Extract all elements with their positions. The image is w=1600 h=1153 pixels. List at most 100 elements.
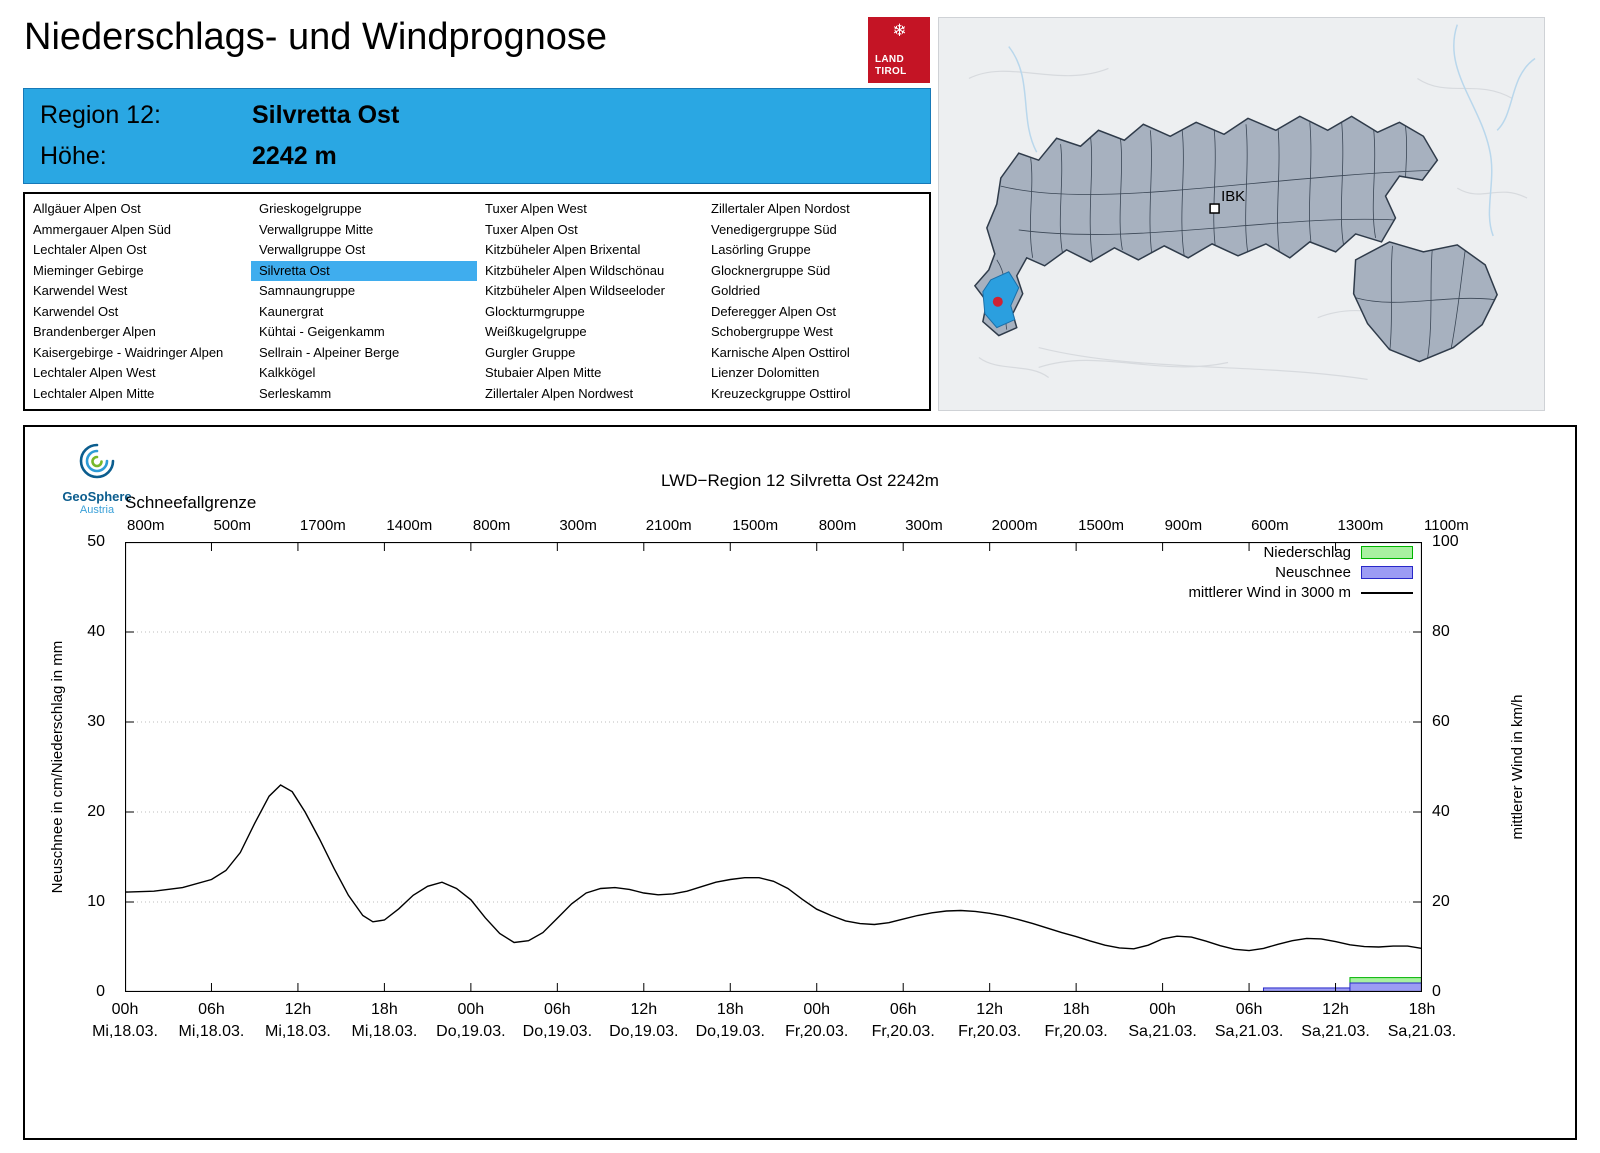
region-column: Tuxer Alpen West Tuxer Alpen Ost Kitzbühel… — [477, 199, 703, 404]
y-left-tick-label: 30 — [87, 713, 105, 730]
snowline-value: 1500m — [1078, 517, 1124, 534]
snowline-value: 500m — [213, 517, 251, 534]
region-item[interactable]: Zillertaler Alpen Nordwest — [485, 385, 634, 401]
y-left-labels: 0 10 20 30 40 50 — [25, 533, 115, 1000]
snowline-value: 800m — [127, 517, 165, 534]
logo-line-1: LAND — [875, 54, 904, 65]
chart-legend: Niederschlag Neuschnee mittlerer Wind in 3… — [1188, 544, 1413, 601]
region-item[interactable]: Kaunergrat — [259, 303, 324, 319]
region-item[interactable]: Allgäuer Alpen Ost — [33, 201, 141, 216]
region-item[interactable]: Brandenberger Alpen — [33, 324, 156, 340]
region-item[interactable]: Ammergauer Alpen Süd — [33, 221, 172, 237]
y-left-tick-label: 10 — [87, 893, 105, 910]
region-item[interactable]: Kaisergebirge - Waidringer Alpen — [33, 344, 224, 360]
y-right-tick-label: 100 — [1432, 533, 1459, 550]
x-tick-labels: 00h Mi,18.03. 06h Mi,18.03. 12h Mi,18.03. 18h M… — [92, 999, 1456, 1049]
region-item[interactable]: Kitzbüheler Alpen Wildschönau — [485, 262, 665, 278]
region-item[interactable]: Kitzbüheler Alpen Brixental — [485, 242, 641, 258]
region-item[interactable]: Karwendel Ost — [33, 303, 119, 319]
region-item[interactable]: Weißkugelgruppe — [485, 324, 587, 340]
river-lines — [1008, 24, 1536, 237]
region-item[interactable]: Serleskamm — [259, 385, 332, 401]
x-tick-label: 06h Fr,20.03. — [871, 1001, 935, 1040]
region-item[interactable]: Schobergruppe West — [711, 324, 833, 340]
location-marker — [992, 296, 1003, 307]
region-item[interactable]: Lechtaler Alpen West — [33, 365, 156, 381]
region-item[interactable]: Glocknergruppe Süd — [711, 262, 831, 278]
region-item[interactable]: Lechtaler Alpen Ost — [33, 242, 147, 258]
snowline-value: 800m — [818, 517, 857, 534]
land-tirol-logo-text: LAND TIROL — [875, 54, 924, 77]
region-item[interactable]: Deferegger Alpen Ost — [711, 303, 837, 319]
north-tirol-region — [973, 115, 1439, 337]
plot-svg — [125, 542, 1422, 992]
land-tirol-logo: ❄ LAND TIROL — [868, 17, 930, 83]
region-item[interactable]: Venedigergruppe Süd — [711, 221, 837, 237]
y-left-tick-label: 40 — [87, 623, 105, 640]
x-tick-label: 18h Do,19.03. — [695, 1001, 765, 1040]
snowline-value: 1300m — [1337, 517, 1384, 534]
region-item[interactable]: Zillertaler Alpen Nordost — [711, 201, 850, 216]
region-item[interactable]: Verwallgruppe Ost — [259, 242, 366, 258]
legend-bar-swatch — [1361, 546, 1413, 559]
x-tick-label: 06h Sa,21.03. — [1214, 1001, 1284, 1040]
region-item[interactable]: Gurgler Gruppe — [485, 344, 576, 360]
region-column: Grieskogelgruppe Verwallgruppe Mitte Verwa… — [251, 199, 477, 404]
altitude-value: 2242 m — [252, 142, 337, 170]
x-tick-label: 00h Fr,20.03. — [785, 1001, 849, 1040]
region-list: Allgäuer Alpen Ost Ammergauer Alpen Süd Le… — [23, 192, 931, 411]
y-right-tick-label: 40 — [1432, 803, 1450, 820]
x-tick-label: 06h Mi,18.03. — [178, 1001, 245, 1040]
snowline-value: 2100m — [645, 517, 692, 534]
region-item[interactable]: Karwendel West — [33, 283, 128, 299]
x-tick-label: 18h Mi,18.03. — [351, 1001, 418, 1040]
region-item[interactable]: Lechtaler Alpen Mitte — [33, 385, 155, 401]
region-item[interactable]: Tuxer Alpen Ost — [485, 221, 578, 237]
region-item[interactable]: Mieminger Gebirge — [33, 262, 144, 278]
plot-area — [125, 542, 1422, 992]
region-item[interactable]: Tuxer Alpen West — [485, 201, 587, 216]
snowline-value: 300m — [559, 517, 597, 534]
snowline-value: 800m — [472, 517, 511, 534]
region-item[interactable]: Kreuzeckgruppe Osttirol — [711, 385, 851, 401]
region-item[interactable]: Verwallgruppe Mitte — [259, 221, 374, 237]
region-item[interactable]: Lasörling Gruppe — [711, 242, 811, 258]
x-tick-label: 12h Sa,21.03. — [1301, 1001, 1370, 1040]
forecast-chart-panel: GeoSphere Austria LWD−Region 12 Silvrett… — [23, 425, 1577, 1140]
x-tick-label: 12h Mi,18.03. — [265, 1001, 331, 1040]
region-item[interactable]: Grieskogelgruppe — [259, 201, 362, 216]
snowline-value: 1400m — [386, 517, 433, 534]
y-left-tick-label: 50 — [87, 533, 105, 550]
snowline-value: 1500m — [732, 517, 779, 534]
x-tick-label: 00h Sa,21.03. — [1128, 1001, 1197, 1040]
region-item[interactable]: Sellrain - Alpeiner Berge — [259, 344, 400, 360]
y-right-axis-title: mittlerer Wind in km/h — [1509, 694, 1526, 840]
region-item[interactable]: Kitzbüheler Alpen Wildseeloder — [485, 283, 665, 299]
region-item[interactable]: Goldried — [711, 283, 761, 299]
region-item[interactable]: Samnaungruppe — [259, 283, 356, 299]
region-item[interactable]: Lienzer Dolomitten — [711, 365, 820, 381]
region-item[interactable]: Stubaier Alpen Mitte — [485, 365, 602, 381]
snowline-value: 2000m — [991, 517, 1038, 534]
snowflake-icon: ❄ — [892, 21, 907, 40]
y-left-tick-label: 20 — [87, 803, 105, 820]
y-left-tick-label: 0 — [96, 983, 105, 1000]
snowline-value: 900m — [1164, 517, 1203, 534]
tirol-map: IBK — [938, 17, 1545, 411]
altitude-label: Höhe: — [40, 142, 107, 170]
region-item[interactable]: Glockturmgruppe — [485, 303, 585, 319]
legend-entry: Niederschlag — [1263, 544, 1413, 561]
region-item[interactable]: Karnische Alpen Osttirol — [711, 344, 850, 360]
region-item[interactable]: Kühtai - Geigenkamm — [259, 324, 385, 340]
y-right-labels: 0 20 40 60 80 100 — [1430, 533, 1490, 1000]
geosphere-sub: Austria — [79, 504, 115, 516]
y-right-tick-label: 0 — [1432, 983, 1441, 1000]
region-item[interactable]: Kalkkögel — [259, 365, 316, 381]
legend-label: Neuschnee — [1275, 564, 1351, 581]
region-item[interactable]: Silvretta Ost — [251, 260, 477, 281]
x-tick-label: 18h Sa,21.03. — [1387, 1001, 1457, 1040]
y-right-tick-label: 20 — [1432, 893, 1450, 910]
chart-title: LWD−Region 12 Silvretta Ost 2242m — [661, 471, 939, 490]
x-tick-label: 00h Mi,18.03. — [92, 1001, 158, 1040]
legend-bar-swatch — [1361, 566, 1413, 579]
